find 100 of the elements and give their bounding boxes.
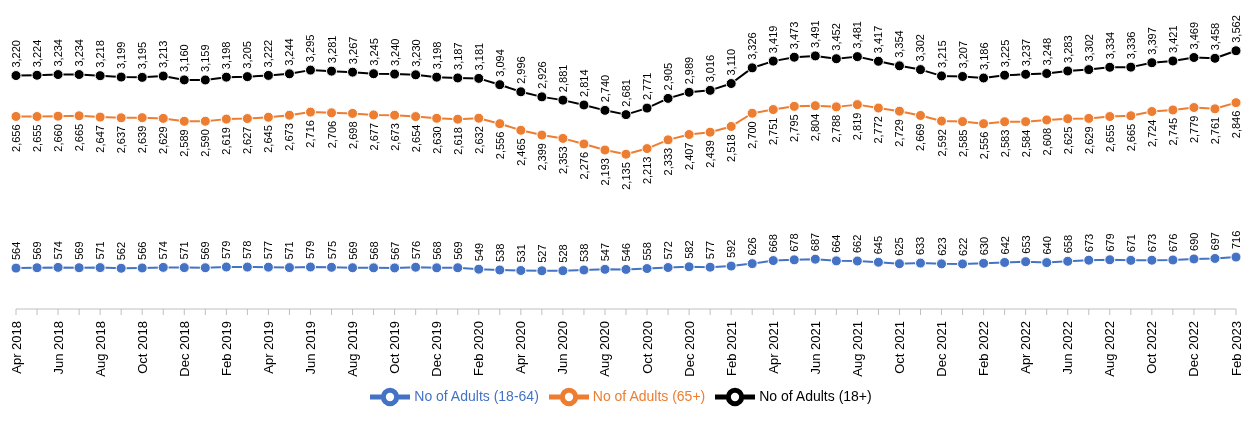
point [893,105,905,117]
data-label: 2,213 [641,156,654,185]
data-label: 673 [1082,233,1095,253]
data-label: 2,819 [851,112,864,141]
data-label: 574 [157,241,170,260]
point [515,265,527,276]
x-tick-label: Oct 2022 [1144,321,1160,374]
point [704,84,716,96]
data-label: 2,518 [725,134,738,162]
data-label: 2,407 [683,142,696,171]
data-label: 2,665 [1124,123,1137,152]
data-label: 2,585 [956,129,969,158]
point [1188,253,1200,265]
data-label: 3,237 [1019,38,1032,67]
data-label: 640 [1040,236,1053,255]
point [936,115,948,127]
data-label: 2,804 [809,113,822,142]
data-label: 2,772 [872,116,885,144]
point [999,69,1011,81]
data-label: 572 [662,241,675,260]
data-label: 2,592 [935,129,948,157]
point [136,112,148,124]
point [1188,52,1200,63]
point [73,69,85,81]
point [473,72,485,84]
data-label: 577 [704,240,717,260]
point [599,104,611,116]
data-label: 538 [577,243,590,262]
data-label: 2,716 [304,120,317,148]
point [978,118,990,130]
data-label: 2,905 [662,62,675,91]
data-label: 658 [1061,234,1074,254]
data-label: 2,926 [535,61,548,89]
point [10,70,22,82]
data-label: 3,562 [1230,15,1242,43]
point [1104,254,1116,266]
point [872,55,884,67]
data-label: 2,660 [52,124,65,152]
data-label: 679 [1103,233,1116,252]
legend-label: No of Adults (18+) [759,387,872,404]
point [1209,252,1221,264]
data-label: 2,589 [178,129,191,157]
point [830,101,842,113]
point [746,62,758,74]
data-label: 3,198 [220,41,233,70]
data-label: 558 [641,242,654,261]
point [1083,64,1095,76]
point [52,110,64,122]
data-label: 3,481 [851,21,864,49]
x-tick-label: Apr 2022 [1018,321,1034,374]
point [410,261,422,273]
data-label: 687 [809,232,822,252]
point [1146,57,1158,69]
point [746,107,758,119]
x-tick-label: Aug 2019 [345,321,361,377]
data-label: 3,225 [998,39,1011,68]
point [557,132,569,144]
data-label: 2,276 [577,151,590,180]
point [683,86,695,98]
point [1083,112,1095,124]
point [389,262,401,274]
x-tick-label: Dec 2019 [429,321,445,377]
point [851,99,863,111]
data-label: 3,452 [830,23,843,51]
data-label: 622 [956,237,969,256]
data-label: 676 [1166,233,1179,252]
data-label: 528 [556,244,569,263]
point [283,109,295,121]
point [683,261,695,273]
data-label: 579 [304,240,317,260]
point [767,255,779,267]
point [1041,68,1053,80]
data-label: 568 [430,241,443,260]
data-label: 3,421 [1166,25,1179,53]
point [1230,251,1242,263]
data-label: 2,584 [1019,129,1032,158]
point [326,107,338,119]
x-tick-label: Dec 2021 [934,321,950,377]
point [641,263,653,275]
data-label: 3,220 [10,40,22,68]
data-label: 538 [493,243,506,262]
data-label: 578 [241,240,254,260]
x-tick-label: Oct 2021 [891,321,907,374]
data-label: 2,625 [1061,126,1074,155]
x-tick-label: Apr 2021 [765,321,781,374]
point [473,112,485,124]
data-label: 2,627 [241,126,254,155]
data-label: 2,673 [388,123,401,151]
point [31,111,43,123]
point [1104,111,1116,123]
data-label: 3,302 [914,34,927,62]
point [767,104,779,116]
data-label: 3,245 [367,38,380,66]
data-label: 2,655 [1103,124,1116,153]
data-label: 3,491 [809,20,822,48]
point [368,109,380,121]
point [157,261,169,273]
point [199,115,211,127]
point [1125,110,1137,122]
point [1188,102,1200,114]
